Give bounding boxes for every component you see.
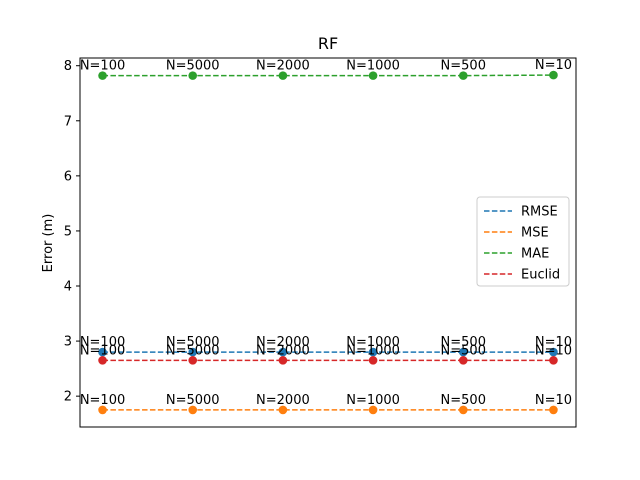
legend-label-mse: MSE: [521, 226, 549, 241]
y-axis-label: Error (m): [41, 214, 56, 273]
y-tick-label: 4: [64, 280, 72, 295]
point-annotation: N=100: [80, 393, 125, 408]
point-annotation: N=1000: [346, 343, 400, 358]
point-annotation: N=500: [441, 393, 486, 408]
data-point-mae: [188, 71, 198, 80]
data-point-mse: [368, 405, 378, 415]
point-annotation: N=5000: [166, 343, 220, 358]
series-layer: [98, 70, 558, 415]
point-annotation: N=2000: [256, 335, 310, 350]
data-point-rmse: [278, 347, 288, 357]
point-annotation: N=1000: [346, 393, 400, 408]
point-annotation: N=5000: [166, 393, 220, 408]
point-annotation: N=100: [80, 59, 125, 74]
series-line-mae: [102, 74, 554, 77]
data-point-euclid: [98, 356, 107, 365]
point-annotation: N=1000: [346, 335, 400, 350]
point-annotation: N=2000: [256, 59, 310, 74]
legend-label-mae: MAE: [521, 247, 549, 262]
y-tick-label: 7: [64, 114, 72, 129]
y-tick-label: 3: [64, 335, 72, 350]
data-point-mae: [368, 71, 378, 80]
data-point-mse: [458, 405, 468, 415]
data-point-euclid: [458, 356, 468, 365]
data-point-mse: [188, 405, 198, 415]
y-tick-label: 5: [64, 224, 72, 239]
point-annotation: N=100: [80, 343, 125, 358]
point-annotation: N=1000: [346, 59, 400, 74]
point-annotation: N=5000: [166, 335, 220, 350]
data-point-mae: [458, 71, 468, 80]
data-point-mse: [278, 405, 288, 415]
point-annotation: N=5000: [166, 59, 220, 74]
data-point-rmse: [458, 347, 468, 357]
data-point-euclid: [188, 356, 198, 365]
point-annotation: N=10: [535, 343, 572, 358]
data-point-mae: [549, 70, 558, 80]
point-annotation: N=100: [80, 335, 125, 350]
y-ticks: 2 3 4 5 6 7 8: [64, 59, 80, 405]
point-annotation: N=10: [535, 393, 572, 408]
point-annotation: N=500: [441, 343, 486, 358]
y-tick-label: 8: [64, 59, 72, 74]
y-tick-label: 2: [64, 390, 72, 405]
data-point-rmse: [188, 347, 198, 357]
annotation-layer: N=100 N=5000 N=2000 N=1000 N=500 N=10 N=100 N=5…: [80, 58, 572, 408]
data-point-mse: [549, 405, 558, 415]
data-point-euclid: [278, 356, 288, 365]
data-point-euclid: [549, 356, 558, 365]
point-annotation: N=10: [535, 335, 572, 350]
data-point-rmse: [368, 347, 378, 357]
point-annotation: N=2000: [256, 393, 310, 408]
data-point-mae: [98, 71, 107, 80]
data-point-euclid: [368, 356, 378, 365]
data-point-mae: [278, 71, 288, 80]
legend-label-rmse: RMSE: [521, 205, 558, 220]
chart-title: RF: [318, 34, 338, 53]
point-annotation: N=500: [441, 59, 486, 74]
point-annotation: N=2000: [256, 343, 310, 358]
legend-box: [476, 196, 570, 287]
plot-frame: [79, 57, 577, 428]
point-annotation: N=500: [441, 335, 486, 350]
data-point-rmse: [98, 347, 107, 357]
legend: RMSE MSE MAE Euclid: [476, 196, 570, 287]
legend-label-euclid: Euclid: [521, 268, 560, 283]
data-point-mse: [98, 405, 107, 415]
y-tick-label: 6: [64, 169, 72, 184]
data-point-rmse: [549, 347, 558, 357]
point-annotation: N=10: [535, 58, 572, 73]
